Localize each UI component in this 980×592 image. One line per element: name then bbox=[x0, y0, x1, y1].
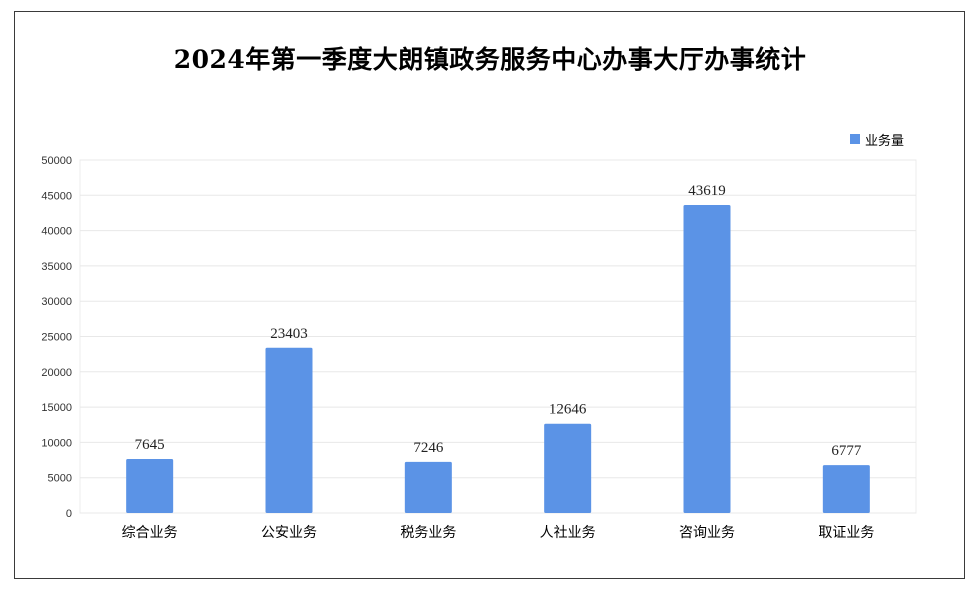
y-tick-label: 10000 bbox=[41, 437, 72, 449]
y-tick-label: 30000 bbox=[41, 296, 72, 308]
data-label: 43619 bbox=[688, 183, 726, 199]
legend-swatch bbox=[850, 134, 860, 144]
bar bbox=[544, 423, 592, 513]
bar bbox=[683, 205, 731, 513]
y-tick-label: 40000 bbox=[41, 226, 72, 238]
x-tick-label: 税务业务 bbox=[400, 525, 456, 541]
bar bbox=[404, 461, 452, 513]
y-tick-label: 45000 bbox=[41, 190, 72, 202]
data-label: 7246 bbox=[413, 440, 444, 456]
y-tick-label: 50000 bbox=[41, 155, 72, 167]
y-tick-label: 5000 bbox=[48, 473, 72, 485]
data-label: 7645 bbox=[135, 437, 165, 453]
x-tick-label: 人社业务 bbox=[540, 525, 596, 541]
bar bbox=[265, 347, 313, 513]
x-tick-label: 咨询业务 bbox=[679, 525, 735, 541]
x-tick-label: 综合业务 bbox=[122, 525, 178, 541]
data-label: 23403 bbox=[270, 326, 308, 342]
y-tick-label: 0 bbox=[66, 508, 72, 520]
bar bbox=[126, 459, 174, 513]
data-label: 12646 bbox=[549, 402, 587, 418]
data-label: 6777 bbox=[831, 443, 862, 459]
y-tick-label: 15000 bbox=[41, 402, 72, 414]
y-tick-label: 20000 bbox=[41, 367, 72, 379]
chart-title: 2024年第一季度大朗镇政务服务中心办事大厅办事统计 bbox=[173, 45, 807, 74]
legend-label: 业务量 bbox=[865, 133, 905, 149]
x-tick-label: 取证业务 bbox=[818, 525, 874, 541]
legend: 业务量 bbox=[850, 130, 905, 149]
x-tick-label: 公安业务 bbox=[261, 525, 317, 541]
y-tick-label: 25000 bbox=[41, 332, 72, 344]
bar bbox=[822, 465, 870, 513]
y-tick-label: 35000 bbox=[41, 261, 72, 273]
